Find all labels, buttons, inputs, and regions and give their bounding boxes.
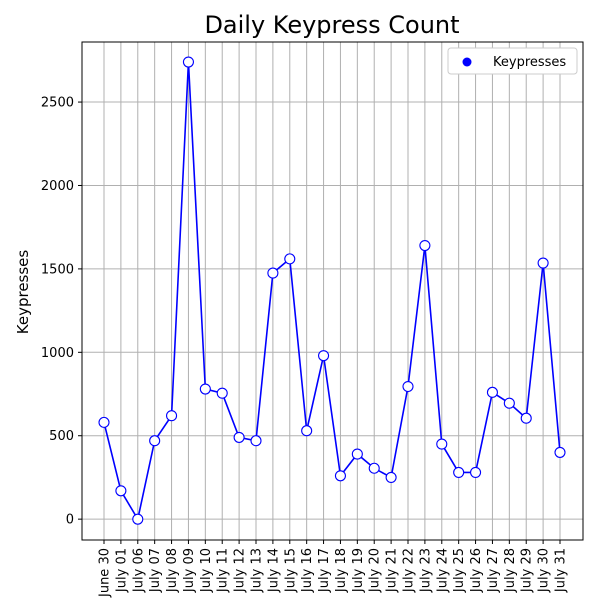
- x-tick-label: July 29: [520, 548, 535, 593]
- data-point: [216, 387, 228, 399]
- data-point: [503, 397, 515, 409]
- x-tick-label: July 17: [317, 548, 332, 593]
- series-line: [103, 61, 561, 522]
- x-tick-label: July 22: [402, 548, 417, 593]
- data-point: [284, 253, 296, 265]
- x-tick-label: July 07: [148, 548, 163, 593]
- data-point: [149, 435, 161, 447]
- x-tick-label: July 30: [537, 548, 552, 593]
- data-point: [318, 350, 330, 362]
- y-tick-label: 2000: [41, 179, 74, 194]
- x-tick-label: July 14: [266, 548, 281, 593]
- data-point: [351, 448, 363, 460]
- x-tick-label: July 09: [182, 548, 197, 593]
- data-point: [233, 431, 245, 443]
- x-tick-label: July 31: [554, 548, 569, 593]
- y-tick-label: 0: [66, 513, 74, 528]
- x-tick-label: July 15: [283, 548, 298, 593]
- data-point: [334, 470, 346, 482]
- data-point: [385, 471, 397, 483]
- y-tick-label: 500: [49, 429, 74, 444]
- x-tick-label: July 26: [469, 548, 484, 593]
- data-point: [301, 425, 313, 437]
- legend-label: Keypresses: [493, 55, 566, 70]
- data-point: [554, 446, 566, 458]
- plot-frame: [81, 41, 584, 541]
- x-tick-label: July 01: [114, 548, 129, 593]
- data-point: [132, 513, 144, 525]
- x-tick-label: July 23: [418, 548, 433, 593]
- data-point: [470, 466, 482, 478]
- x-tick-label: July 16: [300, 548, 315, 593]
- data-point: [520, 412, 532, 424]
- y-tick-label: 1500: [41, 262, 74, 277]
- data-point: [166, 410, 178, 422]
- data-point: [486, 386, 498, 398]
- x-tick-label: July 18: [334, 548, 349, 593]
- chart-title: Daily Keypress Count: [204, 11, 459, 39]
- data-point: [368, 462, 380, 474]
- x-tick-label: July 20: [368, 548, 383, 593]
- y-tick-label: 2500: [41, 96, 74, 111]
- x-tick-label: July 28: [503, 548, 518, 593]
- x-tick-label: July 21: [385, 548, 400, 593]
- x-tick-label: July 12: [233, 548, 248, 593]
- legend-box: [447, 47, 578, 75]
- data-point: [115, 485, 127, 497]
- data-point: [436, 438, 448, 450]
- y-axis-label: Keypresses: [14, 250, 32, 335]
- x-axis: June 30 July 01 July 06 July 07 July 08 July …: [98, 540, 569, 598]
- x-tick-label: July 08: [165, 548, 180, 593]
- data-point: [402, 380, 414, 393]
- x-tick-label: July 06: [131, 548, 146, 593]
- grid-lines: [82, 42, 583, 540]
- data-point: [250, 435, 262, 447]
- data-point: [98, 416, 110, 428]
- data-point: [453, 466, 465, 478]
- x-tick-label: July 11: [216, 548, 231, 593]
- x-tick-label: July 24: [435, 548, 450, 593]
- legend-marker: [462, 57, 472, 67]
- data-point: [182, 56, 194, 68]
- data-point: [537, 257, 549, 269]
- data-point: [199, 383, 211, 395]
- y-tick-label: 1000: [41, 346, 74, 361]
- x-tick-label: July 25: [452, 548, 467, 593]
- x-tick-label: June 30: [98, 548, 113, 598]
- x-tick-label: July 19: [351, 548, 366, 593]
- data-point: [267, 267, 279, 279]
- y-axis: 0 500 1000 1500 2000 2500: [41, 96, 82, 528]
- x-tick-label: July 27: [486, 548, 501, 593]
- x-tick-label: July 13: [250, 548, 265, 593]
- x-tick-label: July 10: [199, 548, 214, 593]
- legend: Keypresses: [447, 47, 578, 75]
- series-layer: [98, 56, 566, 525]
- data-point: [419, 239, 431, 252]
